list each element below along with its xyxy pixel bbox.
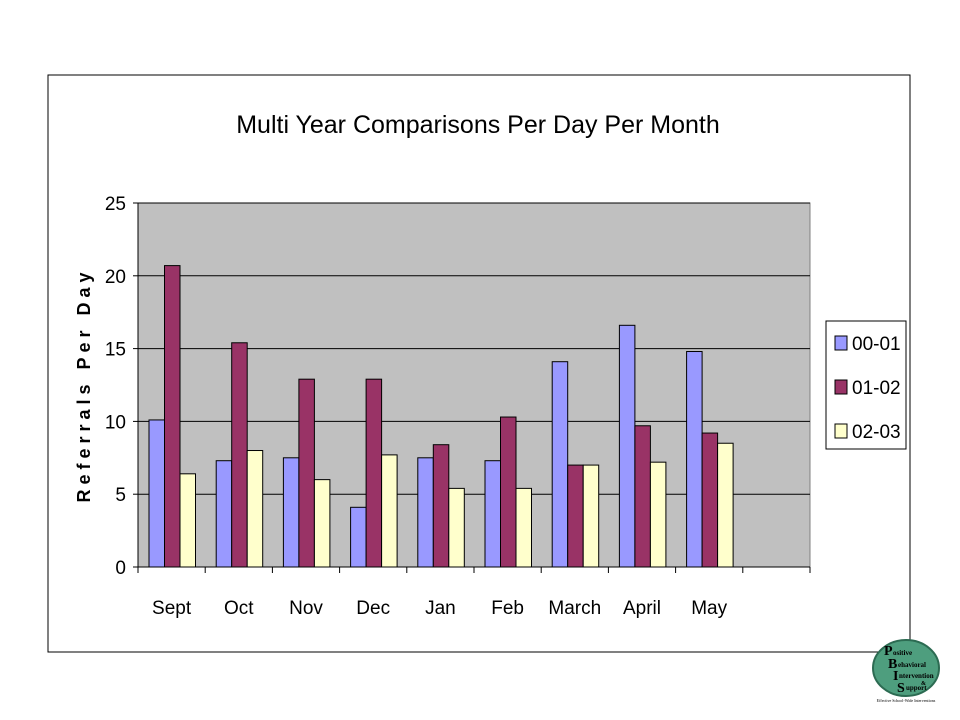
legend-label: 00-01 (852, 334, 901, 355)
bar-00-01-Oct (215, 460, 233, 568)
bar-01-02-Dec (365, 378, 383, 568)
bar-01-02-Jan (432, 444, 450, 568)
logo-letter-b: B (888, 657, 897, 672)
bar-00-01-May (686, 351, 703, 568)
y-tick-label: 10 (105, 412, 126, 433)
x-tick-label: May (691, 598, 727, 619)
bar-02-03-April (649, 461, 667, 568)
x-tick-label: April (623, 598, 661, 619)
x-tick-label: Dec (356, 598, 390, 619)
x-tick-label: Nov (289, 598, 323, 619)
x-tick-label: Feb (491, 598, 524, 619)
bar-01-02-Oct (231, 342, 248, 568)
bar-00-01-Jan (417, 457, 434, 568)
y-axis-ticks: 0 5 10 15 20 25 (105, 194, 138, 579)
legend-label: 01-02 (852, 378, 901, 399)
bar-02-03-Feb (515, 487, 532, 568)
bar-01-02-Feb (500, 416, 517, 568)
logo-word-ositive: ositive (893, 649, 912, 657)
logo-oval (872, 639, 940, 697)
bar-00-01-April (618, 324, 636, 568)
y-axis-label: Referrals Per Day (74, 267, 94, 502)
logo-word-upport: upport (906, 684, 927, 692)
y-tick-label: 0 (115, 558, 126, 579)
bar-00-01-Dec (350, 506, 367, 568)
x-tick-label: Jan (425, 598, 456, 619)
bars (148, 265, 734, 568)
legend: 00-01 01-02 02-03 (825, 320, 907, 450)
bar-01-02-Nov (298, 378, 315, 568)
x-tick-label: Sept (152, 598, 192, 619)
bar-01-02-April (634, 425, 651, 568)
bar-01-02-March (567, 464, 584, 568)
y-tick-label: 20 (105, 267, 126, 288)
logo-letter-i: I (893, 669, 898, 684)
bar-01-02-Sept (164, 265, 181, 568)
legend-label: 02-03 (852, 422, 901, 443)
logo-word-ehavioral: ehavioral (898, 661, 926, 669)
logo-ampersand: & (921, 681, 926, 687)
logo-tagline: Effective School-Wide Interventions (877, 698, 936, 703)
bar-02-03-Oct (246, 450, 264, 568)
chart-title: Multi Year Comparisons Per Day Per Month (236, 111, 720, 139)
bar-02-03-Dec (381, 454, 398, 568)
x-axis-ticks: Sept Oct Nov Dec Jan Feb March April May (137, 567, 811, 619)
bar-00-01-March (551, 361, 569, 568)
y-tick-label: 5 (115, 485, 126, 506)
x-tick-label: Oct (224, 598, 254, 619)
bar-00-01-Feb (484, 460, 501, 568)
logo-letter-s: S (897, 681, 905, 696)
legend-swatch (834, 335, 848, 351)
pbis-logo: P ositive B ehavioral I ntervention & S … (872, 639, 940, 703)
y-tick-label: 15 (105, 340, 126, 361)
y-tick-label: 25 (105, 194, 126, 215)
legend-swatch (834, 379, 848, 395)
x-tick-label: March (548, 598, 601, 619)
bar-02-03-Nov (313, 479, 331, 568)
bar-02-03-Sept (179, 473, 196, 568)
logo-letter-p: P (884, 644, 893, 659)
bar-01-02-May (701, 432, 719, 568)
bar-00-01-Nov (282, 457, 300, 568)
bar-02-03-May (717, 442, 734, 568)
legend-swatch (834, 423, 848, 439)
bar-02-03-March (582, 464, 600, 568)
bar-00-01-Sept (148, 419, 165, 568)
logo-word-ntervention: ntervention (899, 672, 934, 680)
bar-02-03-Jan (448, 487, 465, 568)
